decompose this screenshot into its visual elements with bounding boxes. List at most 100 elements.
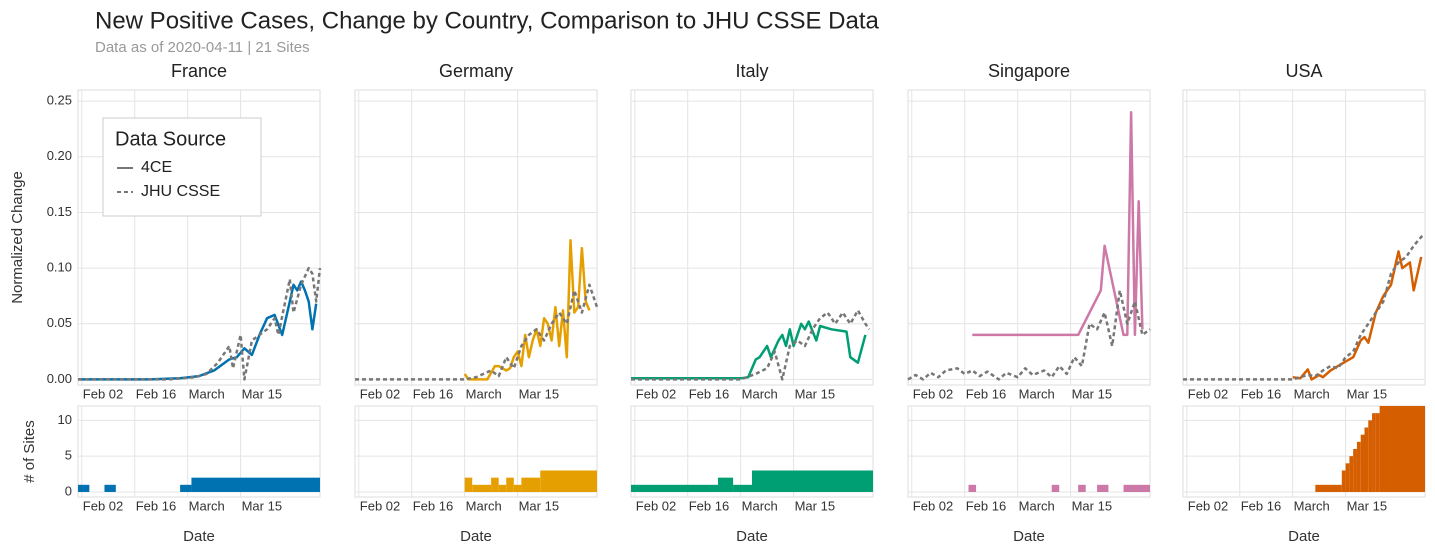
y-axis-title: # of Sites — [21, 420, 38, 483]
y-tick-label: 0.15 — [47, 204, 72, 219]
bar — [540, 470, 597, 492]
series-line — [1292, 250, 1423, 381]
y-tick-label: 0.05 — [47, 315, 72, 330]
bar — [78, 484, 90, 492]
facet-title: France — [171, 61, 227, 81]
plot-frame — [907, 405, 1151, 498]
series-line — [463, 239, 591, 381]
bar — [631, 484, 718, 492]
x-tick-label: Mar 15 — [795, 386, 835, 401]
plot-frame — [354, 405, 598, 498]
x-tick-label: Feb 16 — [136, 498, 176, 513]
bar — [180, 484, 192, 492]
series-line — [1183, 233, 1426, 381]
plot-frame — [630, 405, 874, 498]
x-tick-label: Feb 16 — [1241, 386, 1281, 401]
x-tick-label: Feb 02 — [636, 386, 676, 401]
x-tick-label: Feb 02 — [360, 386, 400, 401]
x-tick-label: Mar 15 — [1072, 498, 1112, 513]
y-tick-label: 0.10 — [47, 260, 72, 275]
x-tick-label: Feb 02 — [1188, 386, 1228, 401]
x-tick-label: Feb 02 — [913, 386, 953, 401]
series-line — [631, 320, 867, 380]
bar — [968, 484, 977, 492]
facet-title: Singapore — [988, 61, 1070, 81]
y-tick-label: 0 — [65, 483, 72, 498]
x-tick-label: Feb 02 — [83, 386, 123, 401]
x-tick-label: Feb 16 — [689, 386, 729, 401]
bar — [1360, 434, 1365, 492]
x-tick-label: Feb 16 — [1241, 498, 1281, 513]
bar — [464, 477, 473, 492]
x-tick-label: Feb 02 — [360, 498, 400, 513]
facet-title: USA — [1285, 61, 1322, 81]
x-axis-title: Date — [736, 528, 768, 545]
x-tick-label: Feb 16 — [689, 498, 729, 513]
x-axis-title: Date — [1288, 528, 1320, 545]
x-tick-label: Mar 15 — [1347, 386, 1387, 401]
plot-frame — [630, 89, 874, 386]
x-tick-label: March — [466, 498, 502, 513]
plot-frame — [77, 89, 321, 386]
bar — [498, 484, 507, 492]
bar — [1364, 427, 1369, 492]
bar — [1375, 413, 1380, 492]
bar — [1078, 484, 1086, 492]
bar — [104, 484, 116, 492]
x-tick-label: March — [742, 386, 778, 401]
x-tick-label: Mar 15 — [519, 386, 559, 401]
bar — [1379, 406, 1425, 492]
bar — [1345, 463, 1350, 492]
bar — [491, 477, 499, 492]
x-tick-label: Feb 16 — [136, 386, 176, 401]
series-line — [972, 111, 1144, 337]
bar — [1097, 484, 1109, 492]
x-axis-title: Date — [183, 528, 215, 545]
x-tick-label: March — [1019, 498, 1055, 513]
x-tick-label: March — [742, 498, 778, 513]
bar — [1372, 413, 1376, 492]
x-tick-label: March — [1019, 386, 1055, 401]
bar — [472, 484, 492, 492]
x-tick-label: March — [189, 386, 225, 401]
x-tick-label: March — [466, 386, 502, 401]
y-tick-label: 0.20 — [47, 148, 72, 163]
y-axis-title: Normalized Change — [9, 171, 26, 304]
legend-label: 4CE — [141, 159, 172, 176]
x-tick-label: March — [1294, 386, 1330, 401]
series-line — [78, 266, 322, 381]
plot-frame — [907, 89, 1151, 386]
bar — [521, 477, 541, 492]
bar — [1315, 484, 1342, 492]
x-tick-label: Feb 16 — [966, 498, 1006, 513]
x-tick-label: Feb 02 — [636, 498, 676, 513]
x-tick-label: Mar 15 — [1347, 498, 1387, 513]
bar — [1356, 441, 1361, 492]
facet-title: Italy — [735, 61, 768, 81]
bar — [1349, 456, 1354, 492]
y-tick-label: 10 — [58, 412, 72, 427]
x-tick-label: March — [1294, 498, 1330, 513]
bar — [1341, 470, 1346, 492]
x-tick-label: Feb 02 — [913, 498, 953, 513]
bar — [191, 477, 320, 492]
y-tick-label: 0.25 — [47, 93, 72, 108]
chart-title: New Positive Cases, Change by Country, C… — [95, 7, 880, 34]
series-line — [78, 280, 318, 381]
x-tick-label: Feb 02 — [1188, 498, 1228, 513]
x-tick-label: Feb 02 — [83, 498, 123, 513]
bar — [1368, 420, 1373, 492]
x-tick-label: Mar 15 — [242, 498, 282, 513]
x-tick-label: March — [189, 498, 225, 513]
bar — [752, 470, 873, 492]
x-tick-label: Mar 15 — [242, 386, 282, 401]
bar — [717, 477, 734, 492]
series-line — [631, 309, 871, 381]
bar — [513, 484, 522, 492]
x-tick-label: Mar 15 — [795, 498, 835, 513]
plot-frame — [77, 405, 321, 498]
y-tick-label: 0.00 — [47, 371, 72, 386]
series-line — [355, 283, 599, 381]
legend-label: JHU CSSE — [141, 183, 220, 200]
